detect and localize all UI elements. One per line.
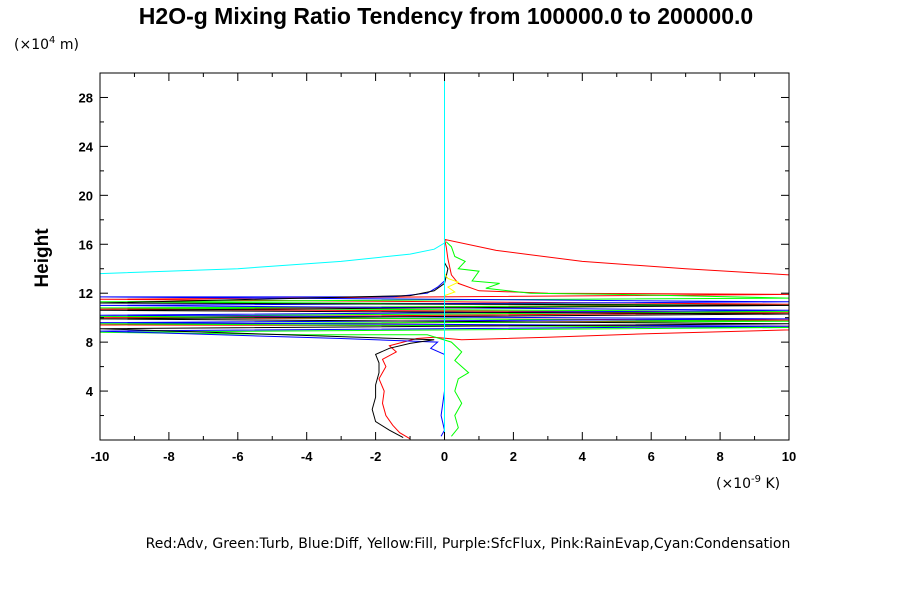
x-tick-label: -8 (163, 449, 175, 464)
x-tick-label: -6 (232, 449, 244, 464)
y-axis-unit: (×104 m) (14, 35, 79, 53)
series-layer (99, 73, 790, 440)
y-tick-label: 28 (79, 90, 93, 105)
y-axis-label: Height (32, 228, 53, 288)
y-tick-label: 12 (79, 286, 93, 301)
series-line-4 (444, 273, 460, 297)
x-tick-label: 8 (716, 449, 723, 464)
y-tick-label: 4 (86, 384, 94, 399)
y-tick-label: 8 (86, 335, 93, 350)
x-tick-label: 0 (441, 449, 448, 464)
x-tick-label: 4 (579, 449, 587, 464)
y-tick-label: 24 (79, 139, 94, 154)
y-tick-label: 20 (79, 188, 93, 203)
series-line-6 (99, 242, 445, 275)
x-tick-label: 6 (648, 449, 655, 464)
x-tick-label: 2 (510, 449, 517, 464)
x-tick-label: -4 (301, 449, 313, 464)
y-tick-label: 16 (79, 237, 93, 252)
x-tick-label: -10 (91, 449, 110, 464)
x-axis-unit: (×10-9 K) (716, 474, 780, 492)
x-tick-label: -2 (370, 449, 382, 464)
chart-title: H2O-g Mixing Ratio Tendency from 100000.… (139, 3, 753, 29)
x-tick-label: 10 (782, 449, 796, 464)
legend-text: Red:Adv, Green:Turb, Blue:Diff, Yellow:F… (146, 536, 791, 552)
